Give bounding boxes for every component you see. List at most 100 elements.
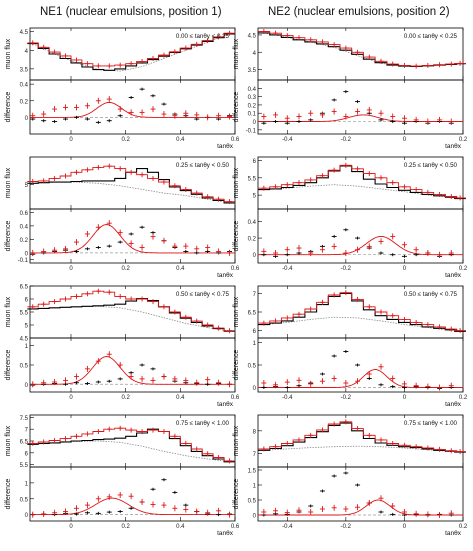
x-tick-label: 0.6 [231,266,240,272]
x-tick-label: 0.2 [459,395,468,401]
y-axis-label-difference: difference [233,92,240,123]
x-axis-label: tanθx [445,272,462,279]
x-tick-label: -0.2 [341,395,352,401]
x-tick-label: 0.2 [121,524,130,530]
x-tick-label: 0.4 [176,524,185,530]
y-tick-label: 0 [253,253,257,259]
y-tick-label: 0.2 [20,238,29,244]
background-curve [32,305,230,332]
y-tick-label: 1.5 [248,469,257,475]
x-tick-label: 0.2 [459,266,468,272]
y-tick-label: 0.2 [20,99,29,105]
y-tick-label: 1 [25,344,29,350]
y-tick-label: 5 [25,324,29,330]
x-tick-label: -0.2 [341,524,352,530]
x-tick-label: 0.2 [459,137,468,143]
y-axis-label-difference: difference [5,221,12,252]
x-tick-label: 0.2 [121,395,130,401]
tan-theta-y-range-label: 0.50 ≤ tanθy < 0.75 [404,291,458,298]
plot-frame [29,466,236,522]
x-tick-label: 0.4 [176,266,185,272]
y-tick-label: 1 [25,481,29,487]
tan-theta-y-range-label: 0.50 ≤ tanθy < 0.75 [176,291,230,298]
y-axis-label-difference: difference [233,479,240,510]
y-tick-label: 7 [25,428,29,434]
tan-theta-y-range-label: 0.00 ≤ tanθy < 0.25 [176,33,230,40]
plot-frame [257,208,464,264]
data-histogram [27,290,235,332]
x-axis-label: tanθx [445,143,462,150]
y-tick-label: 0.5 [20,497,29,503]
tan-theta-y-range-label: 0.25 ≤ tanθy < 0.50 [176,162,230,169]
y-axis-label-flux: muon flux [5,296,12,327]
gaussian-fit-curve [258,369,463,388]
y-axis-label-difference: difference [233,221,240,252]
y-tick-label: 5 [253,194,257,200]
y-axis-label-flux: muon flux [233,296,240,327]
y-tick-label: 6 [253,329,257,335]
y-tick-label: 0 [253,120,257,126]
plot-frame [257,466,464,522]
y-axis-label-flux: muon flux [5,167,12,198]
y-tick-label: 0.5 [248,364,257,370]
y-tick-label: 5.5 [248,176,257,182]
data-histogram [258,292,466,332]
x-tick-label: 0.4 [176,137,185,143]
y-tick-label: 6.5 [20,285,29,291]
x-tick-label: 0.2 [121,137,130,143]
y-tick-label: -0.1 [18,258,29,264]
y-tick-label: 6.5 [248,311,257,317]
y-tick-label: 0 [25,383,29,389]
x-tick-label: 0.4 [176,395,185,401]
y-tick-label: 0.4 [20,83,29,89]
x-tick-label: 0 [69,395,73,401]
y-axis-label-flux: muon flux [5,425,12,456]
tan-theta-y-range-label: 0.25 ≤ tanθy < 0.50 [404,162,458,169]
y-tick-label: 0.3 [248,95,257,101]
x-tick-label: -0.4 [282,395,293,401]
y-tick-label: -0.1 [246,128,257,134]
y-tick-label: 0.4 [248,220,257,226]
y-axis-label-difference: difference [5,350,12,381]
y-tick-label: 7.5 [20,416,29,422]
x-tick-label: 0 [69,266,73,272]
tan-theta-y-range-label: 0.00 ≤ tanθy < 0.25 [404,33,458,40]
x-tick-label: 0 [403,524,407,530]
y-tick-label: 0 [25,513,29,519]
plot-frame [257,79,464,135]
x-tick-label: 0.6 [231,524,240,530]
x-tick-label: 0.6 [231,395,240,401]
gaussian-fit-curve [30,356,235,385]
x-tick-label: -0.4 [282,524,293,530]
y-tick-label: 3.5 [20,67,29,73]
y-tick-label: 5.5 [20,311,29,317]
data-histogram [258,421,466,453]
y-tick-label: 0.2 [248,237,257,243]
gaussian-fit-curve [30,102,235,118]
y-tick-label: 0.5 [248,499,257,505]
y-tick-label: 6 [253,159,257,165]
x-tick-label: 0 [69,137,73,143]
x-axis-label: tanθx [217,272,234,279]
x-axis-label: tanθx [217,401,234,408]
x-tick-label: 0.6 [231,137,240,143]
gaussian-fit-curve [30,497,235,516]
y-axis-label-flux: muon flux [233,425,240,456]
data-histogram [258,164,466,199]
x-axis-label: tanθx [445,401,462,408]
y-tick-label: 0 [25,251,29,257]
y-tick-label: 7 [253,292,257,298]
x-axis-label: tanθx [445,530,462,537]
tan-theta-y-range-label: 0.75 ≤ tanθy < 1.00 [176,420,230,427]
y-tick-label: 8 [253,429,257,435]
y-tick-label: 3.5 [248,68,257,74]
y-tick-label: 6 [25,298,29,304]
y-axis-label-difference: difference [5,479,12,510]
x-tick-label: -0.2 [341,266,352,272]
y-tick-label: 5 [25,183,29,189]
y-axis-label-flux: muon flux [5,38,12,69]
y-tick-label: 0.6 [20,211,29,217]
y-tick-label: 4.5 [20,30,29,36]
y-tick-label: 7 [253,452,257,458]
model-histogram [27,428,235,463]
